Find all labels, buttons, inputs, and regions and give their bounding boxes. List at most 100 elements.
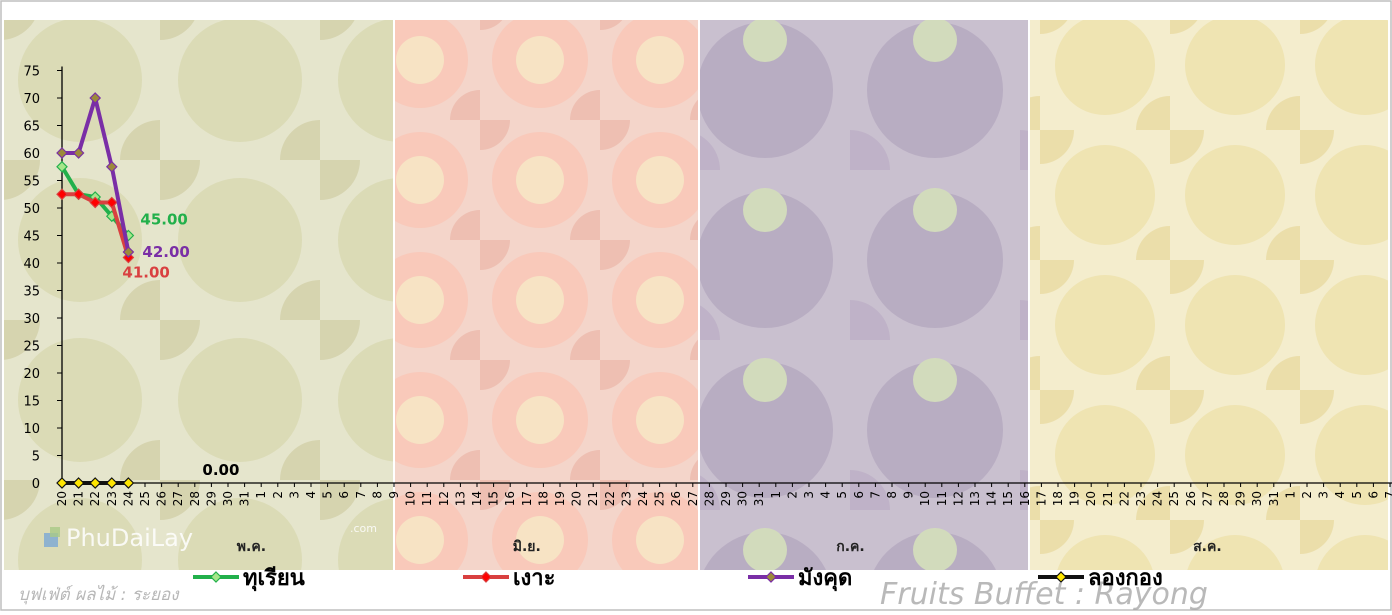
x-tick-label-49: 7 — [868, 491, 882, 499]
x-tick-label-3: 23 — [105, 491, 119, 506]
y-tick-label-30: 30 — [23, 312, 40, 327]
mangosteen-photo-panel — [699, 20, 1029, 570]
x-tick-label-62: 20 — [1084, 491, 1098, 506]
series-1-point-1 — [72, 188, 85, 201]
x-tick-label-27: 16 — [503, 491, 517, 506]
x-tick-label-18: 7 — [354, 491, 368, 499]
x-tick-label-46: 4 — [819, 491, 833, 499]
x-tick-label-57: 15 — [1001, 491, 1015, 506]
x-tick-label-1: 21 — [72, 491, 86, 506]
series-2-point-4 — [122, 246, 135, 258]
series-2-point-0 — [56, 147, 68, 159]
x-tick-label-78: 5 — [1350, 491, 1364, 499]
x-tick-label-33: 22 — [603, 491, 617, 506]
rambutan-photo-panel — [394, 20, 699, 570]
x-tick-label-53: 11 — [935, 491, 949, 506]
x-tick-label-79: 6 — [1366, 491, 1380, 499]
series-1-point-2 — [89, 196, 102, 209]
x-tick-label-28: 17 — [520, 491, 534, 506]
x-tick-label-26: 15 — [487, 491, 501, 506]
x-tick-label-55: 13 — [968, 491, 982, 506]
x-tick-label-70: 28 — [1217, 491, 1231, 506]
x-tick-label-9: 29 — [204, 491, 218, 506]
x-tick-label-22: 11 — [420, 491, 434, 506]
month-label-1: มิ.ย. — [513, 539, 541, 555]
month-label-0: พ.ค. — [237, 539, 266, 555]
x-tick-label-42: 31 — [752, 491, 766, 506]
y-tick-label-10: 10 — [23, 422, 40, 437]
legend-label-0: ทุเรียน — [243, 566, 305, 592]
month-label-3: ส.ค. — [1193, 539, 1222, 555]
x-tick-label-77: 4 — [1333, 491, 1347, 499]
y-tick-label-45: 45 — [23, 230, 40, 245]
x-tick-label-36: 25 — [653, 491, 667, 506]
series-2-data-label: 42.00 — [142, 243, 189, 261]
y-tick-label-20: 20 — [23, 367, 40, 382]
x-tick-label-41: 30 — [736, 491, 750, 506]
x-tick-label-15: 4 — [304, 491, 318, 499]
x-tick-label-44: 2 — [785, 491, 799, 499]
y-tick-label-60: 60 — [23, 147, 40, 162]
x-tick-label-24: 13 — [453, 491, 467, 506]
x-tick-label-64: 22 — [1117, 491, 1131, 506]
legend-label-2: มังคุด — [798, 566, 852, 592]
y-tick-label-25: 25 — [23, 340, 40, 355]
x-tick-label-54: 12 — [951, 491, 965, 506]
x-tick-label-21: 10 — [404, 491, 418, 506]
legend: ทุเรียน เงาะ มังคุด ลองกอง — [193, 566, 1163, 592]
x-tick-label-6: 26 — [155, 491, 169, 506]
x-tick-label-29: 18 — [536, 491, 550, 506]
x-tick-label-48: 6 — [852, 491, 866, 499]
x-tick-label-75: 2 — [1300, 491, 1314, 499]
rayong-thai-watermark: บุฟเฟ่ต์ ผลไม้ : ระยอง — [18, 584, 180, 605]
y-tick-label-40: 40 — [23, 257, 40, 272]
y-tick-label-50: 50 — [23, 202, 40, 217]
x-tick-label-20: 9 — [387, 491, 401, 499]
x-tick-label-25: 14 — [470, 491, 484, 506]
series-2-point-2 — [89, 92, 102, 104]
x-tick-label-52: 10 — [918, 491, 932, 506]
x-tick-label-19: 8 — [370, 491, 384, 499]
series-0-data-label: 45.00 — [140, 211, 187, 229]
x-tick-label-43: 1 — [769, 491, 783, 499]
durian-photo-panel — [4, 20, 394, 570]
legend-swatch-marker-1 — [480, 571, 492, 583]
legend-label-3: ลองกอง — [1088, 566, 1163, 591]
x-tick-label-40: 29 — [719, 491, 733, 506]
series-3-data-label: 0.00 — [202, 461, 239, 479]
legend-swatch-marker-0 — [210, 571, 222, 583]
y-tick-label-15: 15 — [23, 395, 40, 410]
x-tick-label-16: 5 — [321, 491, 335, 499]
series-3-point-2 — [89, 477, 102, 489]
x-tick-label-13: 2 — [271, 491, 285, 499]
x-tick-label-45: 3 — [802, 491, 816, 499]
x-tick-label-32: 21 — [586, 491, 600, 506]
series-3-point-1 — [72, 477, 85, 489]
x-tick-label-51: 9 — [902, 491, 916, 499]
background-photos — [4, 20, 1388, 570]
x-tick-label-50: 8 — [885, 491, 899, 499]
legend-swatch-marker-2 — [765, 571, 777, 583]
y-tick-label-35: 35 — [23, 285, 40, 300]
x-tick-label-71: 29 — [1234, 491, 1248, 506]
y-tick-label-65: 65 — [23, 120, 40, 135]
x-tick-label-17: 6 — [337, 491, 351, 499]
phudailay-logo-square-small — [50, 527, 60, 537]
y-tick-label-55: 55 — [23, 175, 40, 190]
x-tick-label-38: 27 — [686, 491, 700, 506]
x-tick-label-8: 28 — [188, 491, 202, 506]
series-layer: 45.00 41.00 42.00 0.00 — [56, 92, 239, 489]
series-1-data-label: 41.00 — [122, 264, 169, 282]
x-tick-label-47: 5 — [835, 491, 849, 499]
y-tick-label-75: 75 — [23, 65, 40, 80]
x-tick-label-30: 19 — [553, 491, 567, 506]
x-tick-label-73: 31 — [1267, 491, 1281, 506]
x-tick-label-4: 24 — [121, 491, 135, 506]
x-tick-label-68: 26 — [1184, 491, 1198, 506]
x-tick-label-7: 27 — [171, 491, 185, 506]
x-tick-label-0: 20 — [55, 491, 69, 506]
x-tick-label-31: 20 — [570, 491, 584, 506]
x-tick-label-66: 24 — [1151, 491, 1165, 506]
